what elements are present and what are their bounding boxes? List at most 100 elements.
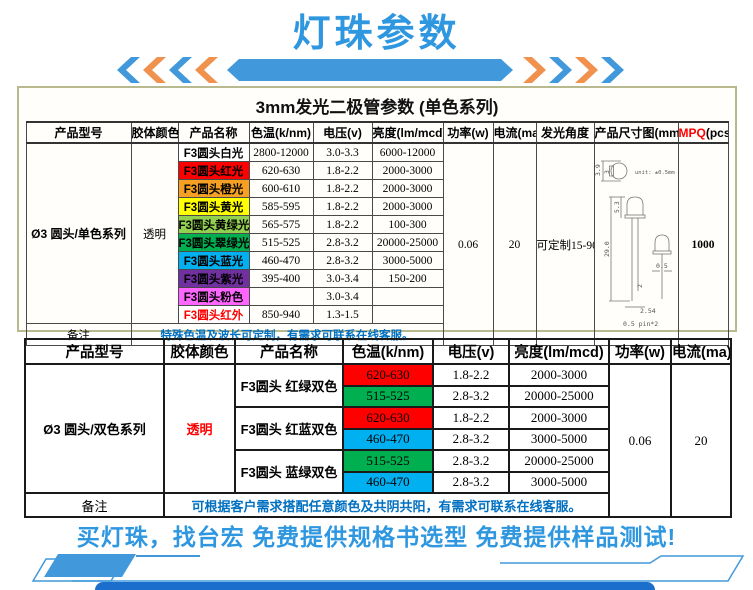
product-name-cell: F3圆头白光 [177, 142, 250, 162]
table-row: F3圆头粉色 3.0-3.4 [26, 287, 728, 306]
current-cell: 20 [492, 142, 537, 346]
col-header-dimension: 产品尺寸图(mm) [593, 121, 679, 144]
color-temp-cell: 620-630 [248, 161, 314, 180]
power-cell: 0.06 [608, 363, 672, 518]
col-header-product-name: 产品名称 [234, 338, 344, 365]
luminance-cell: 20000-25000 [371, 233, 444, 252]
svg-text:3.9: 3.9 [595, 164, 602, 176]
table-row: F3圆头 蓝绿双色 515-525 2.8-3.2 20000-25000 [25, 449, 731, 494]
mpq-red-text: MPQ [678, 125, 706, 140]
voltage-cell: 3.0-3.4 [312, 269, 373, 288]
led-top-view [610, 162, 628, 180]
product-name-cell: F3圆头橙光 [177, 179, 250, 198]
table1-header-row: 产品型号 胶体颜色 产品名称 色温(k/nm) 电压(v) 亮度(lm/mcd)… [25, 121, 729, 144]
svg-text:2.54: 2.54 [640, 307, 656, 315]
color-temp-cell: 585-595 [248, 197, 314, 216]
dimension-diagram-cell: 3.9 3 unit: ±0.5mm 5.3 29.0 [593, 142, 679, 346]
footer-parallelogram-icon [44, 554, 136, 577]
color-temp-cell: 620-630 [342, 363, 434, 387]
col-header-current: 电流(ma) [492, 121, 537, 144]
table-row: F3圆头橙光 600-610 1.8-2.2 2000-3000 [26, 179, 728, 198]
voltage-cell: 1.3-1.5 [312, 305, 373, 324]
product-name-cell: F3圆头黄光 [177, 197, 250, 216]
svg-text:0.5: 0.5 [656, 262, 668, 270]
color-temp-cell: 850-940 [248, 305, 314, 324]
luminance-cell: 2000-3000 [508, 406, 610, 430]
col-header-voltage: 电压(v) [312, 121, 373, 144]
power-cell: 0.06 [442, 142, 494, 346]
luminance-cell: 150-200 [371, 269, 444, 288]
angle-cell: 可定制15-90 [535, 142, 595, 346]
table-row: F3圆头 红蓝双色 620-630 1.8-2.2 2000-3000 [25, 406, 731, 451]
luminance-cell [371, 287, 444, 306]
luminance-cell: 3000-5000 [508, 470, 610, 494]
footer-slogan: 买灯珠，找台宏 免费提供规格书选型 免费提供样品测试! [76, 524, 677, 550]
footer-decoration [31, 554, 745, 582]
voltage-cell: 1.8-2.2 [432, 363, 510, 387]
table-row: F3圆头翠绿光 515-525 2.8-3.2 20000-25000 [26, 233, 728, 252]
color-temp-cell: 515-525 [342, 449, 434, 473]
table-row: 460-470 2.8-3.2 3000-5000 [25, 470, 731, 494]
table-row: F3圆头红外 850-940 1.3-1.5 [26, 305, 728, 324]
svg-text:29.0: 29.0 [603, 241, 611, 257]
col-header-color-temp: 色温(k/nm) [248, 121, 314, 144]
color-temp-cell: 620-630 [342, 406, 434, 430]
led-dimension-drawing: 3.9 3 unit: ±0.5mm 5.3 29.0 [595, 160, 675, 328]
col-header-angle: 发光角度 [535, 121, 595, 144]
col-header-luminance: 亮度(lm/mcd) [508, 338, 610, 365]
color-temp-cell: 565-575 [248, 215, 314, 234]
table2-header-row: 产品型号 胶体颜色 产品名称 色温(k/nm) 电压(v) 亮度(lm/mcd)… [24, 338, 732, 365]
table-row: 460-470 2.8-3.2 3000-5000 [25, 427, 731, 451]
table1-title: 3mm发光二极管参数 (单色系列) [255, 98, 499, 117]
voltage-cell: 2.8-3.2 [432, 470, 510, 494]
product-name-cell: F3圆头黄绿光 [177, 215, 250, 234]
col-header-model: 产品型号 [24, 338, 165, 365]
voltage-cell: 3.0-3.3 [312, 142, 373, 162]
col-header-product-name: 产品名称 [177, 121, 250, 144]
luminance-cell: 20000-25000 [508, 449, 610, 473]
table-row: Ø3 圆头/单色系列 透明 F3圆头白光 2800-12000 3.0-3.3 … [25, 142, 729, 346]
voltage-cell: 1.8-2.2 [312, 197, 373, 216]
col-header-glue-color: 胶体颜色 [130, 121, 179, 144]
svg-text:5.3: 5.3 [613, 201, 621, 213]
luminance-cell: 2000-3000 [508, 363, 610, 387]
voltage-cell: 1.8-2.2 [312, 215, 373, 234]
voltage-cell: 1.8-2.2 [312, 179, 373, 198]
glue-color-cell: 透明 [163, 363, 236, 494]
mpq-cell: 1000 [677, 142, 729, 346]
svg-text:3: 3 [603, 170, 611, 174]
color-temp-cell: 460-470 [342, 427, 434, 451]
product-name-cell: F3圆头翠绿光 [177, 233, 250, 252]
voltage-cell: 2.8-3.2 [312, 251, 373, 270]
product-name-cell: F3圆头 蓝绿双色 [234, 449, 344, 494]
chevrons-left-icon [117, 57, 218, 83]
col-header-glue-color: 胶体颜色 [163, 338, 236, 365]
table-row: Ø3 圆头/双色系列 透明 F3圆头 红绿双色 620-630 1.8-2.2 … [24, 363, 732, 518]
col-header-color-temp: 色温(k/nm) [342, 338, 434, 365]
svg-text:0.5 pin*2: 0.5 pin*2 [623, 320, 658, 328]
table-row: F3圆头黄绿光 565-575 1.8-2.2 100-300 [26, 215, 728, 234]
luminance-cell: 3000-5000 [371, 251, 444, 270]
color-temp-cell: 2800-12000 [248, 142, 314, 162]
voltage-cell: 3.0-3.4 [312, 287, 373, 306]
banner-bar [227, 59, 513, 81]
luminance-cell: 2000-3000 [371, 161, 444, 180]
table-row: F3圆头红光 620-630 1.8-2.2 2000-3000 [26, 161, 728, 180]
led-side-view [626, 196, 644, 215]
voltage-cell: 1.8-2.2 [312, 161, 373, 180]
footer-long-outline [72, 555, 745, 582]
color-temp-cell [248, 287, 314, 306]
voltage-cell: 2.8-3.2 [432, 384, 510, 408]
voltage-cell: 2.8-3.2 [312, 233, 373, 252]
product-name-cell: F3圆头蓝光 [177, 251, 250, 270]
luminance-cell: 6000-12000 [371, 142, 444, 162]
note-row: 备注 可根据客户需求搭配任意颜色及共阴共阳，有需求可联系在线客服。 [24, 492, 731, 518]
bottom-bar [95, 582, 655, 590]
col-header-voltage: 电压(v) [432, 338, 510, 365]
color-temp-cell: 460-470 [248, 251, 314, 270]
table-row: F3圆头蓝光 460-470 2.8-3.2 3000-5000 [26, 251, 728, 270]
voltage-cell: 2.8-3.2 [432, 427, 510, 451]
model-cell: Ø3 圆头/单色系列 [25, 142, 132, 324]
col-header-mpq: MPQ(pcs) [677, 121, 729, 144]
product-name-cell: F3圆头红光 [177, 161, 250, 180]
